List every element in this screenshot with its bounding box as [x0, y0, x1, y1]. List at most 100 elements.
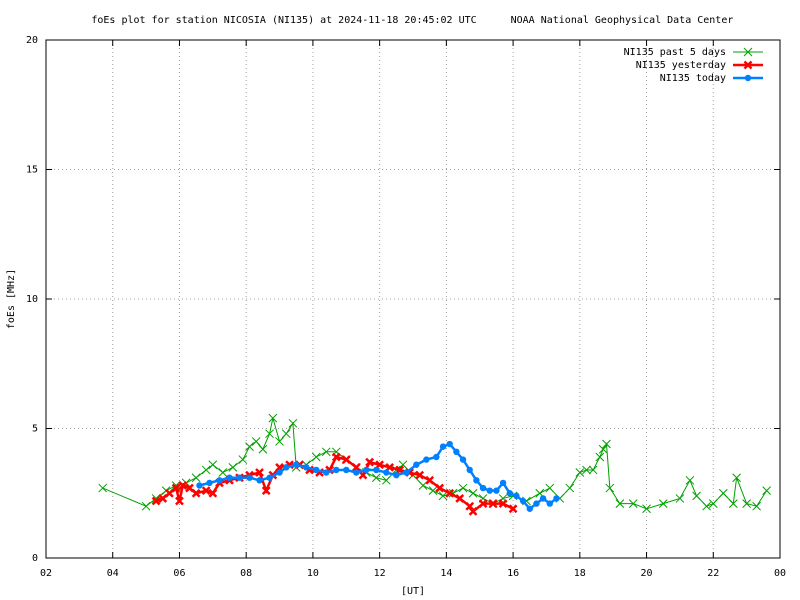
data-point	[685, 475, 695, 485]
x-tick-label: 02	[40, 568, 52, 579]
data-point	[435, 483, 445, 493]
data-point	[216, 477, 223, 484]
data-point	[433, 453, 440, 461]
data-point	[425, 475, 435, 485]
data-point	[283, 464, 290, 471]
data-point	[702, 501, 711, 511]
data-point	[598, 444, 608, 454]
chart-subtitle: NOAA National Geophysical Data Center	[511, 15, 734, 26]
data-point	[658, 499, 668, 508]
data-point	[438, 491, 448, 501]
x-tick-label: 08	[240, 568, 252, 579]
data-point	[268, 413, 278, 423]
data-point	[311, 452, 321, 462]
data-point	[545, 483, 555, 493]
data-point	[708, 499, 718, 508]
data-point	[98, 483, 108, 493]
data-point	[303, 464, 310, 471]
series-line	[102, 418, 768, 510]
data-point	[642, 504, 651, 514]
x-tick-label: 10	[307, 568, 319, 579]
data-point	[519, 497, 527, 505]
data-point	[383, 469, 390, 476]
data-point	[371, 473, 381, 483]
data-point	[288, 418, 298, 428]
data-point	[341, 455, 351, 464]
x-tick-label: 18	[574, 568, 586, 579]
x-tick-label: 16	[507, 568, 519, 579]
data-point	[468, 488, 478, 498]
data-point	[588, 465, 598, 475]
data-point	[428, 486, 438, 496]
data-point	[445, 488, 455, 498]
data-point	[398, 460, 408, 470]
data-point	[533, 500, 540, 507]
data-point	[605, 483, 615, 493]
data-point	[331, 452, 341, 462]
data-point	[595, 452, 605, 462]
y-tick-label: 5	[32, 424, 38, 435]
data-point	[363, 466, 370, 474]
data-point	[245, 442, 254, 451]
data-point	[762, 486, 772, 496]
data-point	[333, 466, 340, 474]
data-point	[201, 465, 211, 475]
data-point	[446, 440, 453, 448]
x-tick-label: 14	[440, 568, 452, 579]
data-point	[151, 496, 161, 506]
data-point	[236, 474, 243, 481]
data-point	[466, 466, 473, 474]
data-point	[582, 465, 591, 475]
data-point	[281, 429, 291, 439]
data-point	[413, 461, 420, 468]
data-point	[478, 499, 488, 508]
data-point	[206, 479, 213, 487]
data-point	[628, 499, 638, 508]
data-point	[526, 505, 533, 512]
data-point	[479, 484, 487, 492]
x-axis-label: [UT]	[401, 586, 425, 597]
data-point	[486, 487, 493, 494]
plot-border	[45, 39, 781, 559]
data-point	[455, 494, 465, 503]
data-point	[258, 444, 268, 454]
y-tick-label: 10	[26, 294, 38, 305]
data-point	[415, 470, 425, 480]
data-point	[265, 429, 274, 439]
y-tick-label: 20	[26, 35, 38, 46]
data-point	[373, 466, 380, 474]
legend-label: NI135 today	[660, 73, 726, 84]
x-tick-label: 04	[107, 568, 119, 579]
data-point	[208, 460, 218, 470]
data-point	[201, 486, 211, 496]
data-point	[459, 456, 467, 463]
data-point	[468, 506, 478, 516]
data-point	[196, 482, 203, 489]
data-point	[191, 488, 201, 498]
x-tick-label: 06	[173, 568, 185, 579]
data-point	[403, 469, 410, 476]
legend-label: NI135 past 5 days	[624, 47, 726, 58]
data-point	[565, 483, 575, 493]
data-point	[185, 483, 194, 493]
data-point	[732, 473, 741, 483]
data-point	[226, 474, 233, 481]
data-point	[191, 473, 201, 483]
data-point	[351, 462, 361, 472]
data-point	[615, 499, 625, 508]
data-point	[276, 469, 283, 476]
data-point	[539, 495, 547, 502]
data-point	[728, 499, 738, 508]
data-point	[256, 477, 263, 484]
legend-marker	[743, 47, 753, 57]
chart-title: foEs plot for station NICOSIA (NI135) at…	[91, 15, 476, 26]
data-point	[171, 483, 181, 493]
data-point	[742, 499, 751, 508]
data-point	[261, 486, 271, 496]
x-tick-label: 22	[707, 568, 719, 579]
x-tick-label: 12	[374, 568, 386, 579]
legend-label: NI135 yesterday	[636, 60, 726, 71]
data-point	[752, 501, 761, 511]
data-point	[692, 491, 701, 501]
